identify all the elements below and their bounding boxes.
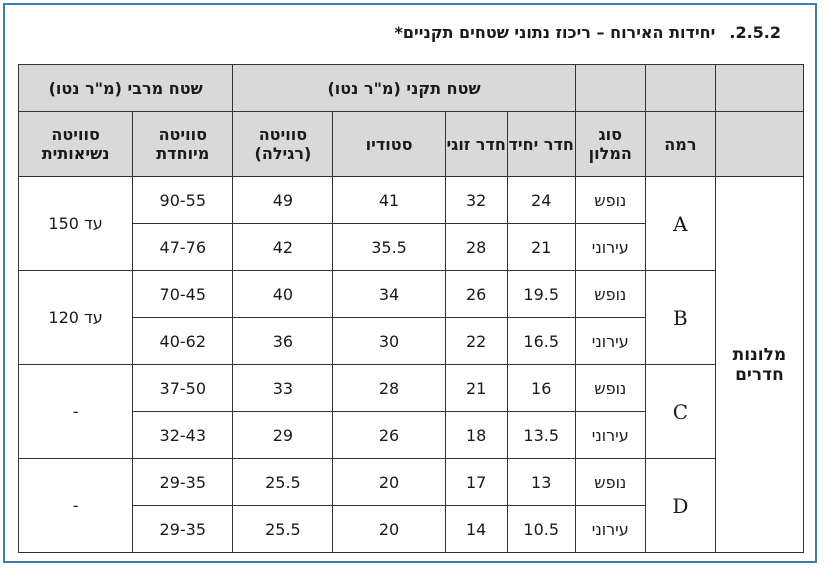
hotel-type-cell: נופש xyxy=(574,458,646,506)
suite-regular-cell: 25.5 xyxy=(232,458,334,506)
double-room-header: חדר זוגי xyxy=(444,111,508,177)
suite-presidential-cell: - xyxy=(17,458,134,553)
table-row: עירוני 10.5 14 20 25.5 29-35 xyxy=(19,505,804,553)
studio-cell: 28 xyxy=(332,364,446,412)
suite-special-cell: 90-55 xyxy=(132,176,234,224)
single-room-cell: 10.5 xyxy=(506,505,576,553)
studio-cell: 26 xyxy=(332,411,446,459)
suite-regular-cell: 42 xyxy=(232,223,334,271)
double-room-cell: 32 xyxy=(444,176,508,224)
suite-special-header: סוויטה מיוחדת xyxy=(132,111,234,177)
hotel-type-header: סוג המלון xyxy=(574,111,646,177)
studio-cell: 20 xyxy=(332,505,446,553)
suite-regular-cell: 29 xyxy=(232,411,334,459)
double-room-cell: 26 xyxy=(444,270,508,318)
studio-cell: 35.5 xyxy=(332,223,446,271)
single-room-cell: 13 xyxy=(506,458,576,506)
suite-special-cell: 29-35 xyxy=(132,505,234,553)
level-cell: C xyxy=(644,364,716,459)
suite-regular-header: סוויטה (רגילה) xyxy=(232,111,334,177)
single-room-cell: 16.5 xyxy=(506,317,576,365)
single-room-cell: 24 xyxy=(506,176,576,224)
studio-cell: 34 xyxy=(332,270,446,318)
hotel-type-cell: נופש xyxy=(574,364,646,412)
hotel-category-cell: מלונות חדרים xyxy=(714,176,805,553)
suite-presidential-cell: עד 120 xyxy=(17,270,134,365)
suite-regular-cell: 33 xyxy=(232,364,334,412)
suite-special-cell: 47-76 xyxy=(132,223,234,271)
studio-header: סטודיו xyxy=(332,111,446,177)
suite-presidential-header: סוויטה נשיאותית xyxy=(17,111,134,177)
studio-cell: 20 xyxy=(332,458,446,506)
section-title: 2.5.2. יחידות האירוח – ריכוז נתוני שטחים … xyxy=(395,23,781,42)
section-number: 2.5.2. xyxy=(729,23,781,42)
single-room-header: חדר יחיד xyxy=(506,111,576,177)
double-room-cell: 14 xyxy=(444,505,508,553)
suite-special-cell: 29-35 xyxy=(132,458,234,506)
suite-special-cell: 32-43 xyxy=(132,411,234,459)
single-room-cell: 13.5 xyxy=(506,411,576,459)
table-row: C נופש 16 21 28 33 37-50- xyxy=(17,364,804,459)
suite-special-cell: 70-45 xyxy=(132,270,234,318)
suite-special-cell: 40-62 xyxy=(132,317,234,365)
header-blank-type xyxy=(574,64,646,112)
single-room-cell: 21 xyxy=(506,223,576,271)
double-room-cell: 21 xyxy=(444,364,508,412)
suite-regular-cell: 49 xyxy=(232,176,334,224)
suite-presidential-cell: - xyxy=(17,364,134,459)
hotel-type-cell: נופש xyxy=(574,270,646,318)
hotel-type-cell: נופש xyxy=(574,176,646,224)
hotel-type-cell: עירוני xyxy=(574,317,646,365)
table-row: מלונות חדרים A נופש 24 32 41 49 90-55 עד 150 xyxy=(17,176,805,553)
table-row: עירוני 13.5 18 26 29 32-43 xyxy=(19,411,804,459)
suite-special-cell: 37-50 xyxy=(132,364,234,412)
level-header: רמה xyxy=(644,111,716,177)
header-blank-level xyxy=(644,64,716,112)
hotel-type-cell: עירוני xyxy=(574,505,646,553)
studio-cell: 41 xyxy=(332,176,446,224)
double-room-cell: 17 xyxy=(444,458,508,506)
section-title-text: יחידות האירוח – ריכוז נתוני שטחים תקניים… xyxy=(394,23,716,42)
table-row: D נופש 13 17 20 25.5 29-35- xyxy=(17,458,804,553)
header-blank-category xyxy=(714,64,805,112)
hotel-type-cell: עירוני xyxy=(574,411,646,459)
level-cell: B xyxy=(644,270,716,365)
single-room-cell: 19.5 xyxy=(506,270,576,318)
double-room-cell: 18 xyxy=(444,411,508,459)
level-cell: D xyxy=(644,458,716,553)
suite-presidential-cell: עד 150 xyxy=(17,176,134,271)
header-blank-category-2 xyxy=(714,111,805,177)
table-row: עירוני 16.5 22 30 36 40-62 xyxy=(19,317,804,365)
hotel-type-cell: עירוני xyxy=(574,223,646,271)
level-cell: A xyxy=(644,176,716,271)
standard-area-header: שטח תקני (מ"ר נטו) xyxy=(232,64,576,112)
double-room-cell: 28 xyxy=(444,223,508,271)
suite-regular-cell: 36 xyxy=(232,317,334,365)
suite-regular-cell: 40 xyxy=(232,270,334,318)
double-room-cell: 22 xyxy=(444,317,508,365)
max-area-header: שטח מרבי (מ"ר נטו) xyxy=(17,64,234,112)
studio-cell: 30 xyxy=(332,317,446,365)
single-room-cell: 16 xyxy=(506,364,576,412)
room-area-table: שטח תקני (מ"ר נטו) שטח מרבי (מ"ר נטו) רמ… xyxy=(17,64,805,553)
suite-regular-cell: 25.5 xyxy=(232,505,334,553)
table-row: B נופש 19.5 26 34 40 70-45 עד 120 xyxy=(17,270,804,365)
